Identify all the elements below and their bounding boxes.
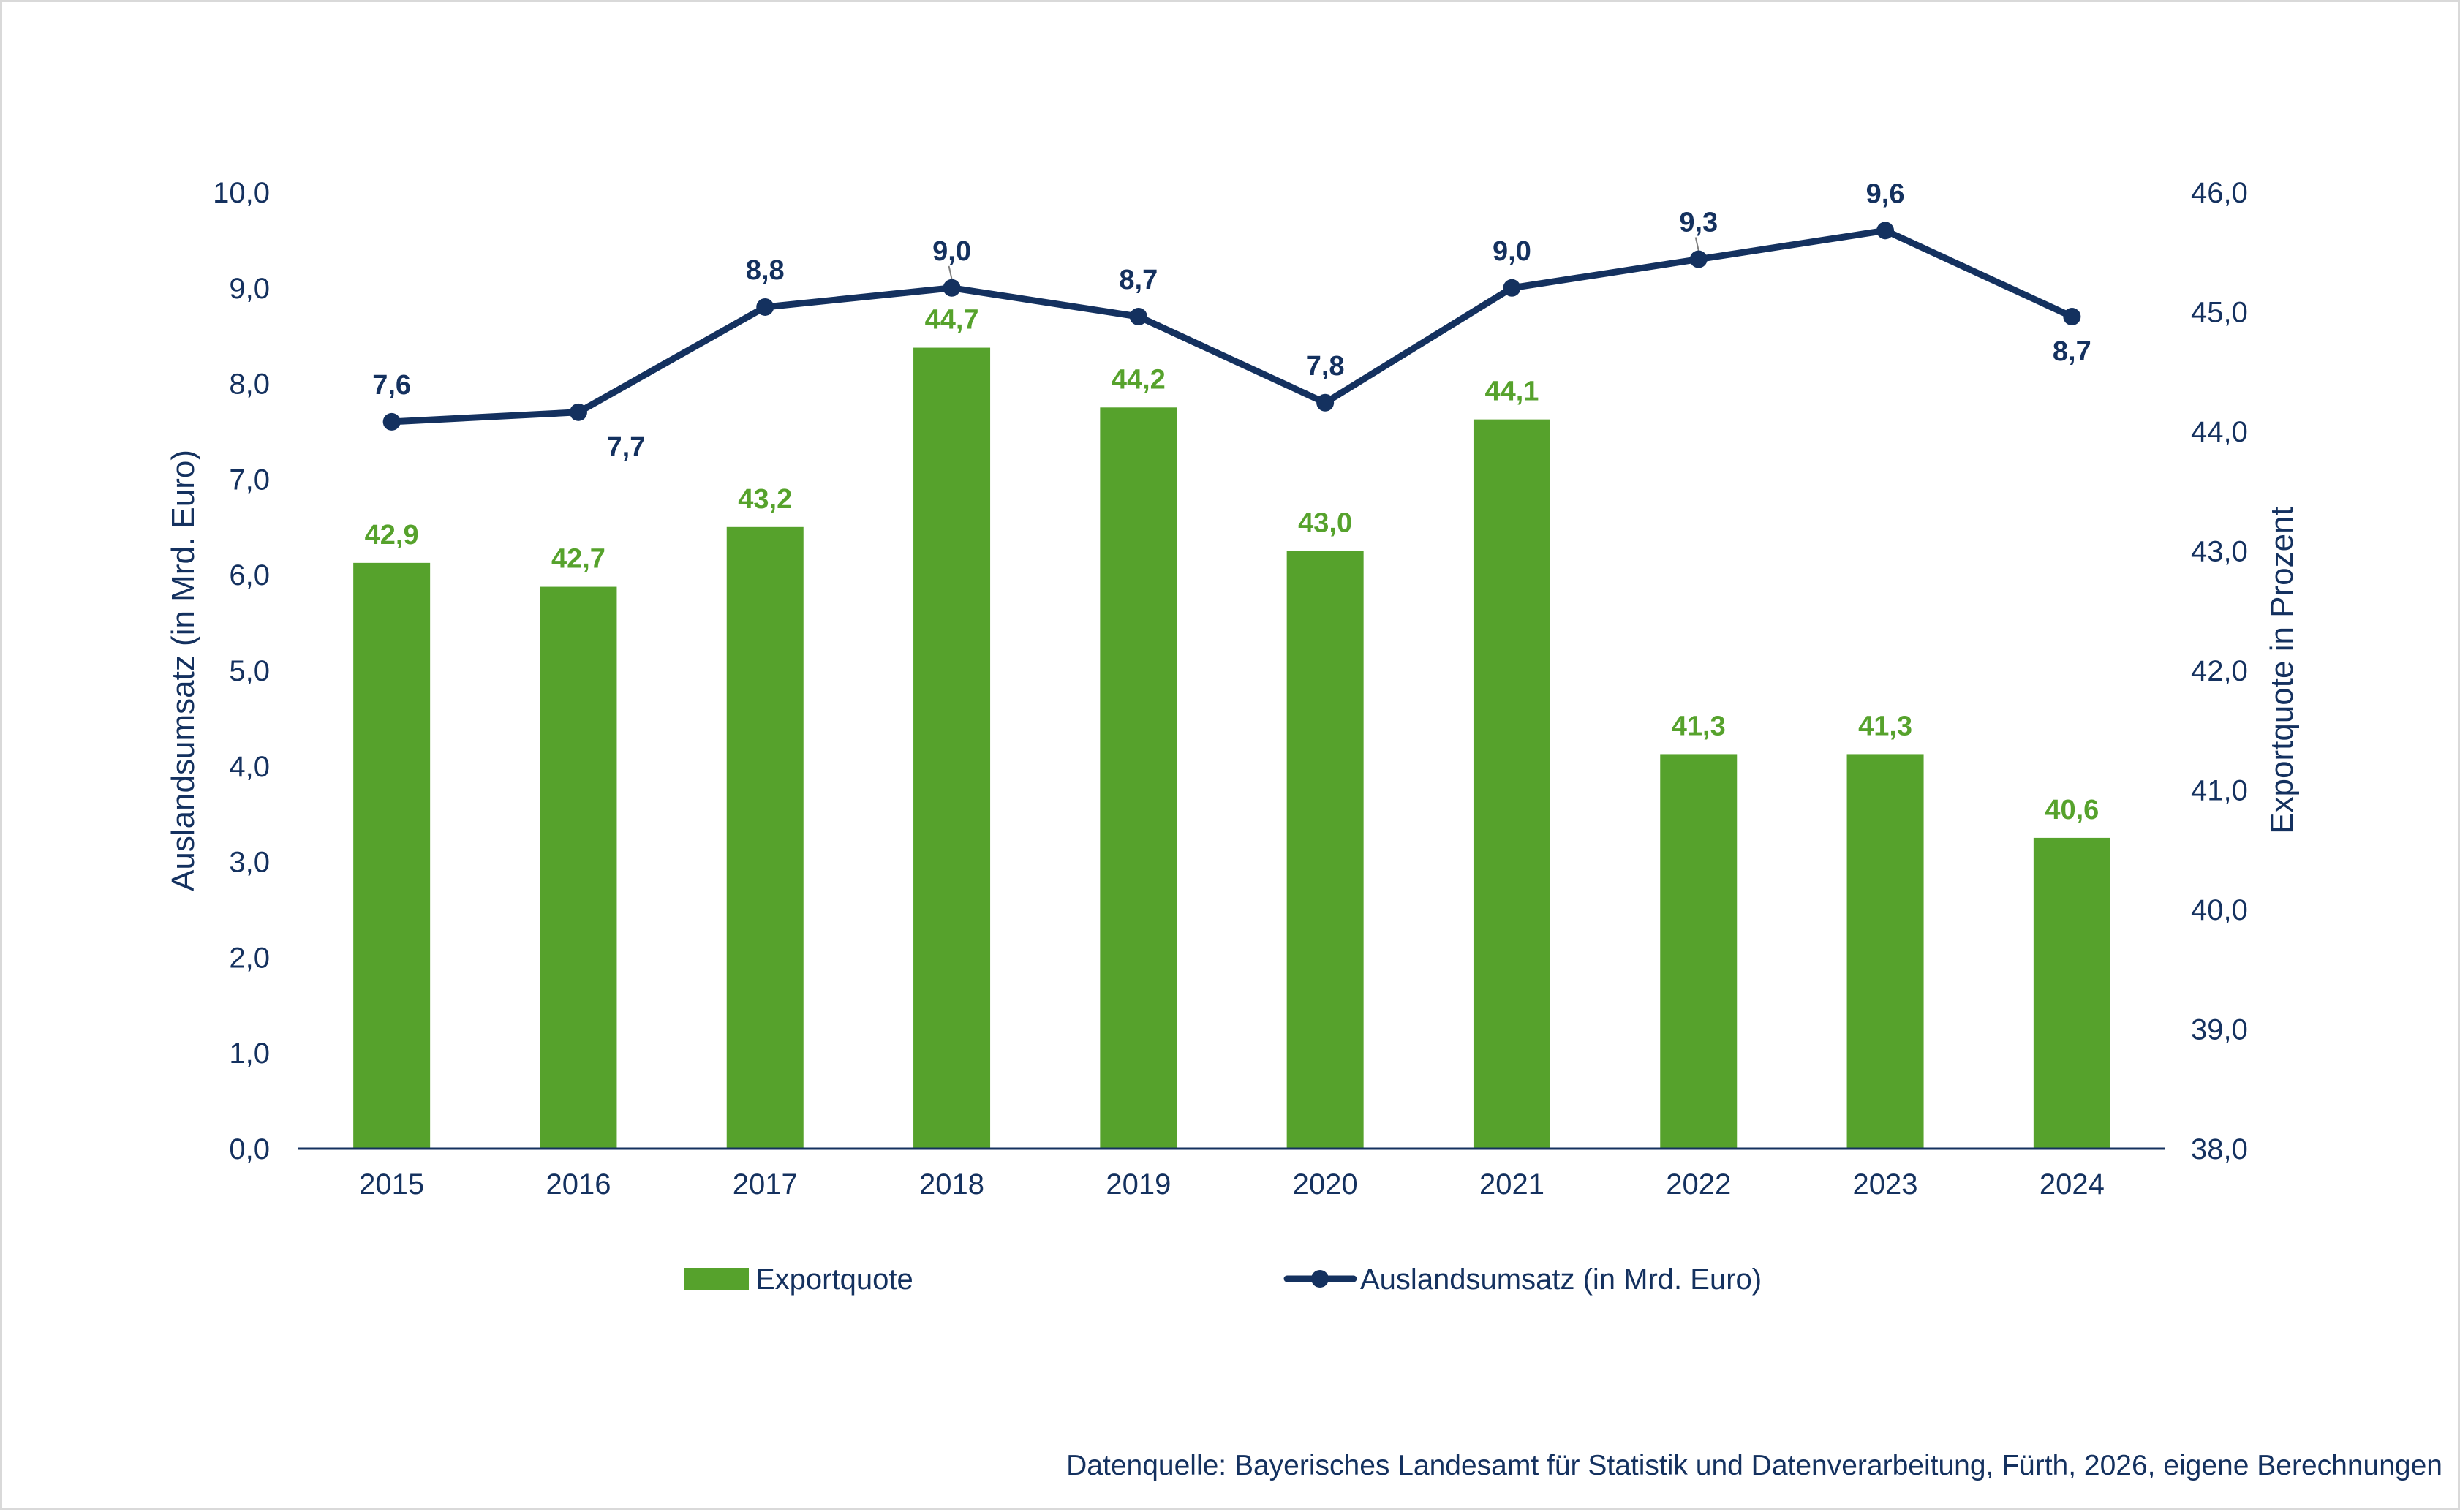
marker-auslandsumsatz-2023 [1876,222,1895,240]
x-tick-label: 2021 [1479,1168,1544,1201]
bar-exportquote-2019 [1100,407,1177,1149]
y-left-tick-label: 0,0 [229,1133,270,1165]
bar-exportquote-2016 [540,586,617,1149]
y-right-axis-title: Exportquote in Prozent [2264,507,2300,834]
line-data-label: 8,7 [1119,265,1158,295]
y-right-tick-label: 44,0 [2191,416,2248,448]
bar-data-label: 42,9 [365,520,419,551]
x-tick-label: 2024 [2040,1168,2105,1201]
y-left-tick-label: 2,0 [229,942,270,974]
y-left-tick-label: 8,0 [229,368,270,401]
y-left-tick-label: 3,0 [229,847,270,879]
bar-data-label: 41,3 [1672,711,1726,741]
exportquote-bars [353,347,2110,1149]
y-right-tick-label: 41,0 [2191,775,2248,807]
leader-line [948,265,953,280]
exportquote-data-labels: 42,9 42,7 43,2 44,7 44,2 43,0 44,1 41,3 41,3 40,6 [365,305,2099,825]
line-data-label: 9,0 [1493,236,1531,267]
y-right-tick-label: 46,0 [2191,177,2248,209]
line-data-label: 9,0 [932,236,971,267]
line-data-label: 7,6 [372,370,411,401]
bar-exportquote-2015 [353,562,431,1149]
marker-auslandsumsatz-2016 [569,403,587,421]
line-data-label: 9,6 [1866,178,1905,209]
legend-swatch-marker [1311,1270,1329,1288]
bar-data-label: 44,2 [1112,364,1166,395]
line-data-label: 7,7 [607,432,646,463]
y-right-tick-label: 42,0 [2191,655,2248,687]
y-right-tick-label: 40,0 [2191,894,2248,926]
bar-data-label: 44,1 [1484,377,1539,407]
bar-data-label: 44,7 [925,305,979,336]
x-axis: 2015 2016 2017 2018 2019 2020 2021 2022 2023 2024 [359,1168,2105,1201]
y-left-axis-title: Auslandsumsatz (in Mrd. Euro) [165,450,201,891]
auslandsumsatz-line [388,227,2075,426]
x-tick-label: 2019 [1106,1168,1171,1201]
legend: Exportquote Auslandsumsatz (in Mrd. Euro… [684,1263,1762,1296]
data-source-note: Datenquelle: Bayerisches Landesamt für S… [1066,1450,2442,1481]
x-tick-label: 2022 [1666,1168,1731,1201]
bar-exportquote-2023 [1846,754,1924,1149]
y-left-tick-label: 9,0 [229,273,270,305]
auslandsumsatz-data-labels: 7,6 7,7 8,8 9,0 8,7 7,8 9,0 9,3 9,6 8,7 [372,178,2091,463]
bar-exportquote-2017 [726,526,804,1149]
x-tick-label: 2018 [919,1168,984,1201]
y-left-axis: 0,0 1,0 2,0 3,0 4,0 5,0 6,0 7,0 8,0 9,0 10,0 [213,177,270,1165]
y-right-tick-label: 45,0 [2191,297,2248,329]
bar-exportquote-2024 [2033,837,2110,1149]
marker-auslandsumsatz-2015 [382,412,401,431]
marker-auslandsumsatz-2018 [943,279,961,297]
bar-data-label: 42,7 [551,544,605,575]
x-tick-label: 2020 [1293,1168,1358,1201]
line-data-label: 7,8 [1306,351,1345,382]
bar-exportquote-2022 [1660,754,1738,1149]
marker-auslandsumsatz-2020 [1316,393,1335,412]
bar-data-label: 40,6 [2045,795,2099,825]
y-right-tick-label: 43,0 [2191,536,2248,568]
label-leader-lines [948,237,1699,280]
x-tick-label: 2016 [546,1168,611,1201]
bar-exportquote-2018 [913,347,991,1149]
legend-swatch-bar [684,1268,749,1290]
x-tick-label: 2015 [359,1168,424,1201]
x-tick-label: 2023 [1853,1168,1918,1201]
line-data-label: 8,8 [746,255,785,286]
y-right-tick-label: 39,0 [2191,1014,2248,1046]
line-data-label: 8,7 [2053,336,2091,367]
y-left-tick-label: 5,0 [229,655,270,687]
bar-exportquote-2020 [1286,551,1364,1149]
x-tick-label: 2017 [733,1168,798,1201]
y-left-tick-label: 1,0 [229,1037,270,1070]
y-right-tick-label: 38,0 [2191,1133,2248,1165]
y-left-tick-label: 4,0 [229,751,270,783]
line-data-label: 9,3 [1679,208,1718,238]
legend-label-exportquote: Exportquote [755,1263,913,1296]
y-left-tick-label: 10,0 [213,177,270,209]
marker-auslandsumsatz-2021 [1503,279,1521,297]
y-left-tick-label: 7,0 [229,464,270,496]
marker-auslandsumsatz-2019 [1129,308,1147,326]
marker-auslandsumsatz-2022 [1689,250,1708,268]
bar-data-label: 43,0 [1298,508,1352,539]
bar-exportquote-2021 [1473,419,1550,1149]
bar-data-label: 41,3 [1858,711,1912,741]
marker-auslandsumsatz-2017 [756,298,774,316]
auslandsumsatz-markers [382,222,2081,431]
marker-auslandsumsatz-2024 [2063,308,2081,326]
y-left-tick-label: 6,0 [229,559,270,591]
legend-label-auslandsumsatz: Auslandsumsatz (in Mrd. Euro) [1360,1263,1762,1296]
y-right-axis: 38,0 39,0 40,0 41,0 42,0 43,0 44,0 45,0 46,0 [2191,177,2248,1165]
leader-line [1694,237,1699,251]
bar-data-label: 43,2 [738,484,792,515]
